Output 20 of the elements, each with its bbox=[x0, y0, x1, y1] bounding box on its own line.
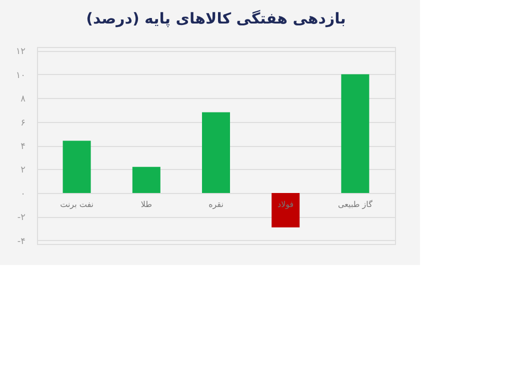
y-tick-label: -۴ bbox=[17, 236, 26, 247]
y-tick-label: ۰ bbox=[20, 189, 26, 200]
x-tick-label: نفت برنت bbox=[60, 200, 94, 209]
x-tick-label: فولاد bbox=[278, 200, 294, 209]
y-tick-label: -۲ bbox=[17, 213, 26, 224]
y-tick-label: ۱۲ bbox=[16, 47, 26, 58]
chart-title: بازدهی هفتگی کالاهای پایه (درصد) bbox=[86, 10, 346, 28]
y-tick-label: ۱۰ bbox=[16, 70, 26, 81]
x-tick-label: گاز طبیعی bbox=[338, 198, 373, 209]
bar bbox=[272, 192, 300, 228]
bar bbox=[341, 74, 370, 193]
bar bbox=[202, 112, 230, 193]
bar bbox=[62, 140, 91, 193]
y-tick-label: ۴ bbox=[20, 142, 26, 152]
bar bbox=[132, 166, 160, 193]
x-tick-label: نقره bbox=[208, 200, 224, 209]
y-tick-label: ۲ bbox=[20, 166, 26, 176]
x-tick-label: طلا bbox=[140, 200, 152, 209]
y-tick-label: ۶ bbox=[20, 118, 26, 128]
y-tick-label: ۸ bbox=[20, 94, 26, 105]
